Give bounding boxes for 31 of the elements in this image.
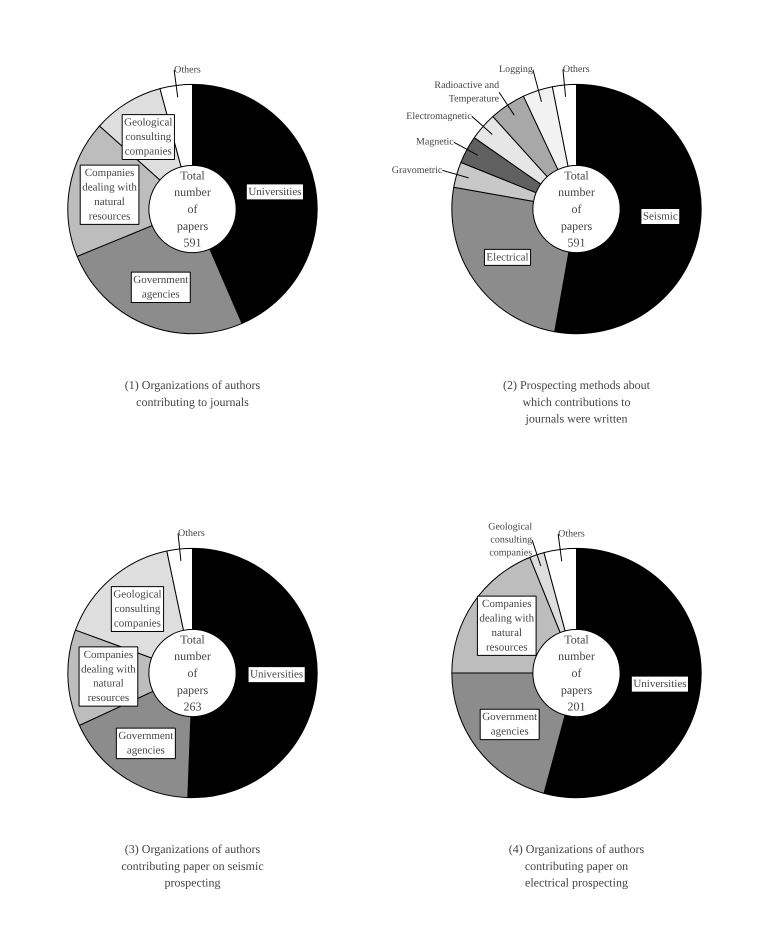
slice-label: Universities bbox=[633, 678, 687, 690]
slice-label: Universities bbox=[250, 668, 304, 681]
slice-label: Others bbox=[562, 64, 590, 75]
slice-label: Government agencies bbox=[118, 730, 174, 757]
text: Total number of papers 201 bbox=[558, 632, 595, 714]
slice-label: Companies dealing with natural resources bbox=[81, 648, 136, 704]
slice-label: Geological consulting companies bbox=[113, 588, 162, 630]
slice-label: Logging bbox=[499, 64, 533, 76]
text: (2) Prospecting methods about which contributions to journals were written bbox=[503, 378, 651, 426]
text: Total number of papers 263 bbox=[174, 632, 211, 714]
text: Total number of papers 591 bbox=[174, 168, 211, 250]
slice-label: Government agencies bbox=[482, 711, 538, 738]
slice-label: Electrical bbox=[486, 251, 529, 264]
text: Total number of papers 591 bbox=[558, 168, 595, 250]
text: (1) Organizations of authors contributing to journals bbox=[124, 378, 261, 409]
slice-label: Others bbox=[558, 528, 585, 540]
text: (3) Organizations of authors contributing paper on seismic prospecting bbox=[121, 842, 264, 890]
slice-label: Companies dealing with natural resources bbox=[479, 598, 535, 654]
slice-label: Universities bbox=[248, 186, 302, 198]
slice-label: Seismic bbox=[642, 210, 678, 222]
slice-label: Gravometric bbox=[392, 164, 443, 176]
slice-label: Government agencies bbox=[133, 274, 188, 301]
slice-label: Electromagnetic bbox=[406, 110, 472, 122]
slice-label: Companies dealing with natural resources bbox=[82, 167, 138, 222]
text: (4) Organizations of authors contributing paper on electrical prospecting bbox=[508, 842, 645, 890]
slice-label: Magnetic bbox=[416, 136, 454, 148]
slice-label: Geological consulting companies bbox=[124, 116, 172, 158]
slice-label: Others bbox=[174, 64, 201, 76]
slice-label: Others bbox=[178, 528, 205, 539]
slice-label: Radioactive and Temperature bbox=[434, 80, 500, 104]
slice-label: Geological consulting companies bbox=[488, 521, 532, 559]
